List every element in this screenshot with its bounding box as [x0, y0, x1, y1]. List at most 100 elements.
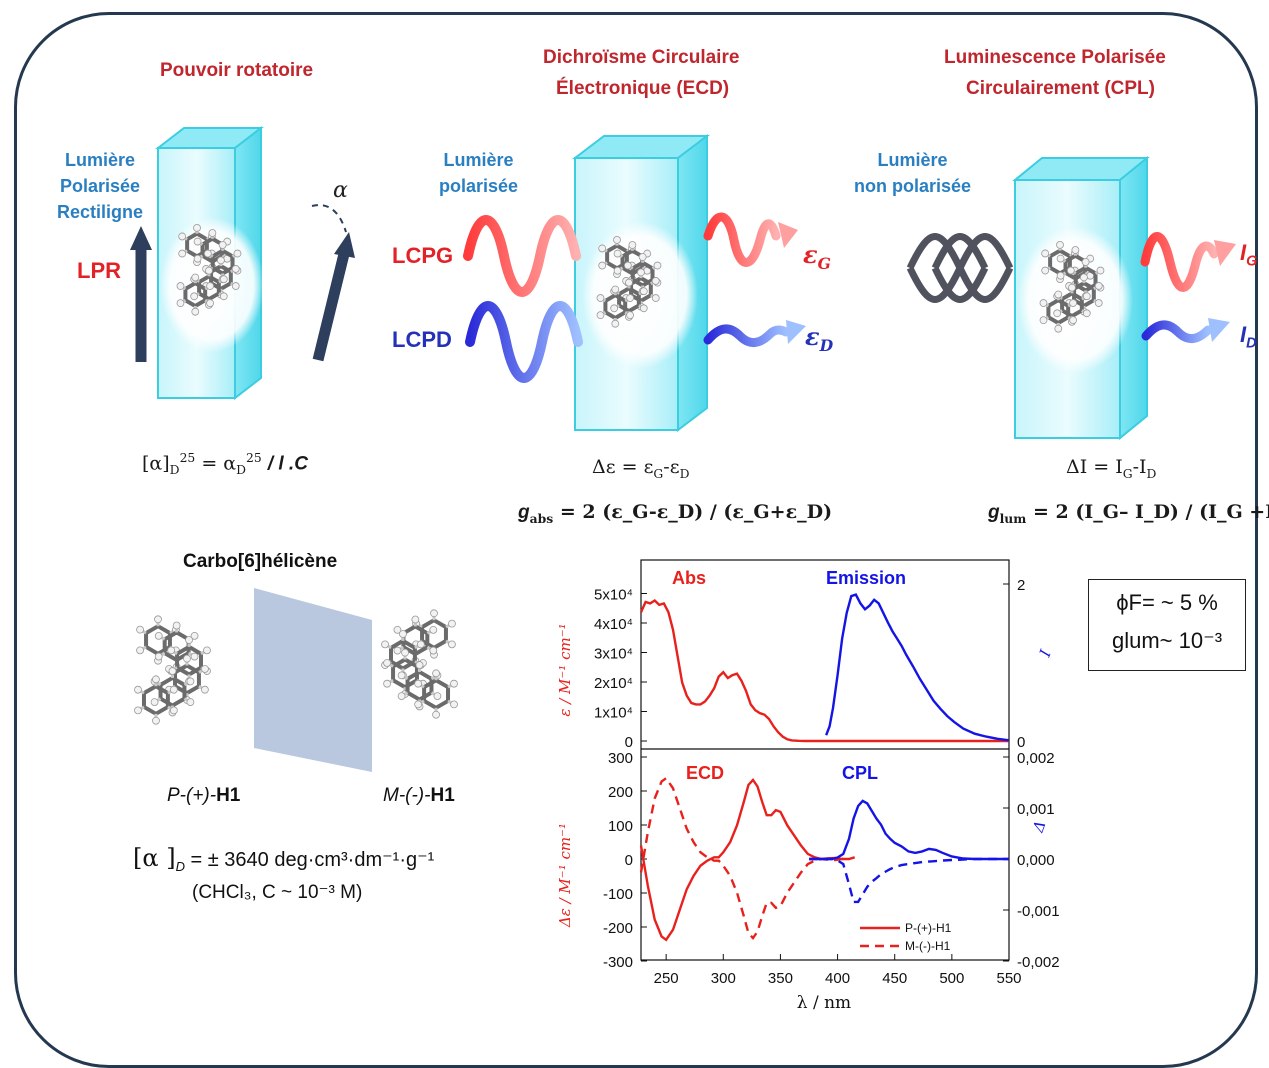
hydrogen: [193, 223, 201, 232]
hydrogen: [623, 261, 632, 270]
hydrogen: [625, 278, 633, 287]
hydrogen: [429, 625, 438, 634]
hydrogen: [414, 679, 423, 688]
hydrogen: [1039, 316, 1048, 325]
hydrogen: [190, 652, 199, 661]
hydrogen: [185, 636, 193, 644]
hydrogen: [1056, 271, 1065, 280]
label-bold: H1: [216, 785, 241, 806]
series-line: [809, 857, 1009, 904]
hydrogen: [397, 692, 406, 700]
formula-part: = 2 (I_G– I_D) / (I_G +I_D): [1032, 501, 1269, 523]
unpolarized-beam: [906, 233, 1014, 303]
plot-frame: [640, 559, 1010, 961]
hydrogen: [613, 266, 622, 275]
formula-part: = α: [201, 452, 237, 475]
hydrogen: [169, 706, 178, 715]
y2-tick-label: 0,000: [1017, 852, 1055, 869]
y2-tick-label: 0,002: [1017, 750, 1055, 767]
delta-i-formula: ΔI = IG-ID: [1066, 456, 1156, 481]
label-line: Lumière: [64, 150, 136, 170]
optical-rotation-title: Pouvoir rotatoire: [160, 60, 314, 81]
hydrogen: [1041, 249, 1050, 258]
hydrogen: [450, 700, 458, 709]
ecd-title-line2: Électronique (ECD): [556, 78, 730, 99]
hydrogen: [134, 706, 142, 715]
label-text: M-(-)-: [383, 785, 431, 806]
formula-sub: D: [679, 466, 690, 481]
i-g-wave: [1140, 232, 1236, 292]
y-tick-label: -200: [603, 920, 633, 937]
panel-annotation: Abs: [672, 568, 706, 588]
label-text: P-(+)-: [167, 785, 217, 806]
rotation-number: = ± 3640 deg·cm³·dm⁻¹·g⁻¹: [190, 849, 435, 871]
hydrogen: [176, 299, 185, 308]
formula-sub: D: [169, 463, 180, 478]
hydrogen: [191, 307, 200, 316]
hydrogen: [176, 282, 185, 290]
hydrogen: [1056, 240, 1064, 249]
hydrogen: [193, 237, 202, 246]
formula-part: -I: [1132, 456, 1147, 478]
y-tick-label: 2x10⁴: [594, 675, 633, 692]
y2-axis-label: Δ: [1029, 818, 1050, 835]
hydrogen: [639, 304, 648, 313]
subscript: G: [817, 253, 831, 273]
formula-part: [α]: [142, 452, 170, 475]
hydrogen: [598, 244, 607, 253]
y-tick-label: 5x10⁴: [594, 587, 633, 604]
hydrogen: [383, 679, 391, 688]
series-line: [809, 799, 1009, 861]
y-tick-label: -100: [603, 886, 633, 903]
formula-part: g: [518, 502, 530, 523]
formula-part: -ε: [663, 456, 680, 478]
hydrogen: [201, 685, 209, 694]
label-line: Polarisée: [59, 176, 141, 196]
lcpg-label: LCPG: [392, 243, 454, 268]
hydrogen: [1096, 266, 1105, 275]
i-d-wave: [1141, 318, 1230, 343]
lpr-label: LPR: [77, 258, 121, 283]
hydrogen: [152, 675, 160, 684]
helicene-title: Carbo[6]hélicène: [183, 551, 338, 572]
hydrogen: [1082, 309, 1091, 318]
hydrogen: [1066, 266, 1075, 275]
label-line: Lumière: [877, 150, 948, 170]
y-tick-label: 200: [608, 784, 633, 801]
hydrogen: [208, 229, 217, 237]
rotated-arrow: [311, 204, 355, 362]
hydrogen: [613, 235, 621, 244]
hydrogen: [414, 700, 423, 709]
hydrogen: [219, 275, 228, 284]
hydrogen: [1056, 254, 1065, 263]
formula-part: = 2 (ε_G-ε_D) / (ε_G+ε_D): [559, 501, 833, 523]
hydrogen: [1080, 273, 1088, 282]
symbol: I: [1240, 240, 1247, 265]
formula-part: g: [988, 502, 1000, 523]
hydrogen: [152, 716, 160, 725]
y2-tick-label: 0,001: [1017, 801, 1055, 818]
x-tick-label: 250: [654, 970, 679, 987]
hydrogen: [190, 292, 199, 301]
formula-sup: 25: [179, 451, 196, 465]
hydrogen: [613, 249, 622, 258]
hydrogen: [448, 640, 456, 649]
hydrogen: [201, 665, 209, 673]
formula-part: ΔI = I: [1066, 456, 1123, 478]
hydrogen: [610, 304, 619, 313]
specific-rotation-formula: [α]D25 = αD25 / l .C: [142, 451, 308, 477]
ecd-title-line1: Dichroïsme Circulaire: [543, 47, 740, 68]
hydrogen: [628, 241, 637, 249]
label-line: non polarisée: [853, 176, 972, 196]
hydrogen: [432, 669, 440, 678]
x-tick-label: 450: [882, 970, 907, 987]
lcpd-wave: [465, 301, 583, 383]
formula-part: Δε = ε: [592, 456, 654, 478]
formula-part: / l .C: [267, 453, 308, 475]
hydrogen: [637, 268, 645, 277]
hydrogen: [203, 646, 211, 655]
hydrogen: [219, 292, 228, 301]
schematic-svg: [130, 125, 1236, 772]
series-line: [639, 598, 1009, 743]
g-abs-formula: gabs = 2 (ε_G-ε_D) / (ε_G+ε_D): [518, 501, 832, 526]
